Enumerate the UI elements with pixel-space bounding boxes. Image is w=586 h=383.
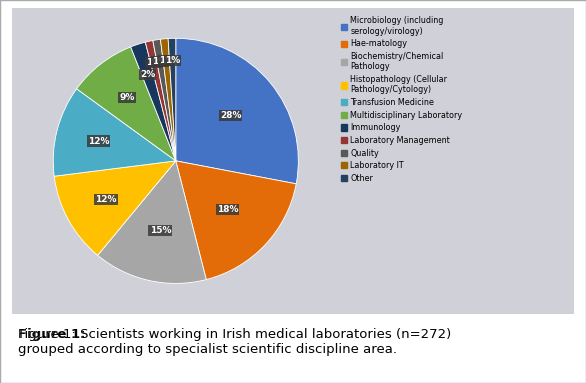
Wedge shape [131, 42, 176, 161]
Text: 18%: 18% [217, 205, 239, 214]
Text: Figure 1: Scientists working in Irish medical laboratories (n=272)
grouped accor: Figure 1: Scientists working in Irish me… [18, 328, 451, 356]
Text: 12%: 12% [88, 137, 110, 146]
Text: 28%: 28% [220, 111, 241, 120]
Wedge shape [176, 38, 298, 184]
Wedge shape [53, 89, 176, 176]
Text: Figure 1: Scientists working in Irish medical laboratories (n=272)
grouped accor: Figure 1: Scientists working in Irish me… [18, 328, 451, 356]
Text: 1%: 1% [159, 56, 174, 65]
Text: 1%: 1% [146, 58, 162, 67]
Wedge shape [145, 41, 176, 161]
Wedge shape [153, 39, 176, 161]
Wedge shape [176, 161, 296, 280]
Wedge shape [161, 39, 176, 161]
Text: 15%: 15% [149, 226, 171, 235]
Wedge shape [98, 161, 206, 283]
Legend: Microbiology (including
serology/virology), Hae-matology, Biochemistry/Chemical
: Microbiology (including serology/virolog… [339, 15, 464, 185]
Text: 1%: 1% [152, 57, 168, 66]
Wedge shape [77, 47, 176, 161]
Text: 12%: 12% [96, 195, 117, 204]
Text: 9%: 9% [120, 93, 135, 102]
Text: 1%: 1% [165, 56, 180, 65]
Text: 2%: 2% [140, 70, 155, 79]
Text: Figure 1:: Figure 1: [18, 328, 85, 341]
Wedge shape [54, 161, 176, 255]
Wedge shape [168, 38, 176, 161]
